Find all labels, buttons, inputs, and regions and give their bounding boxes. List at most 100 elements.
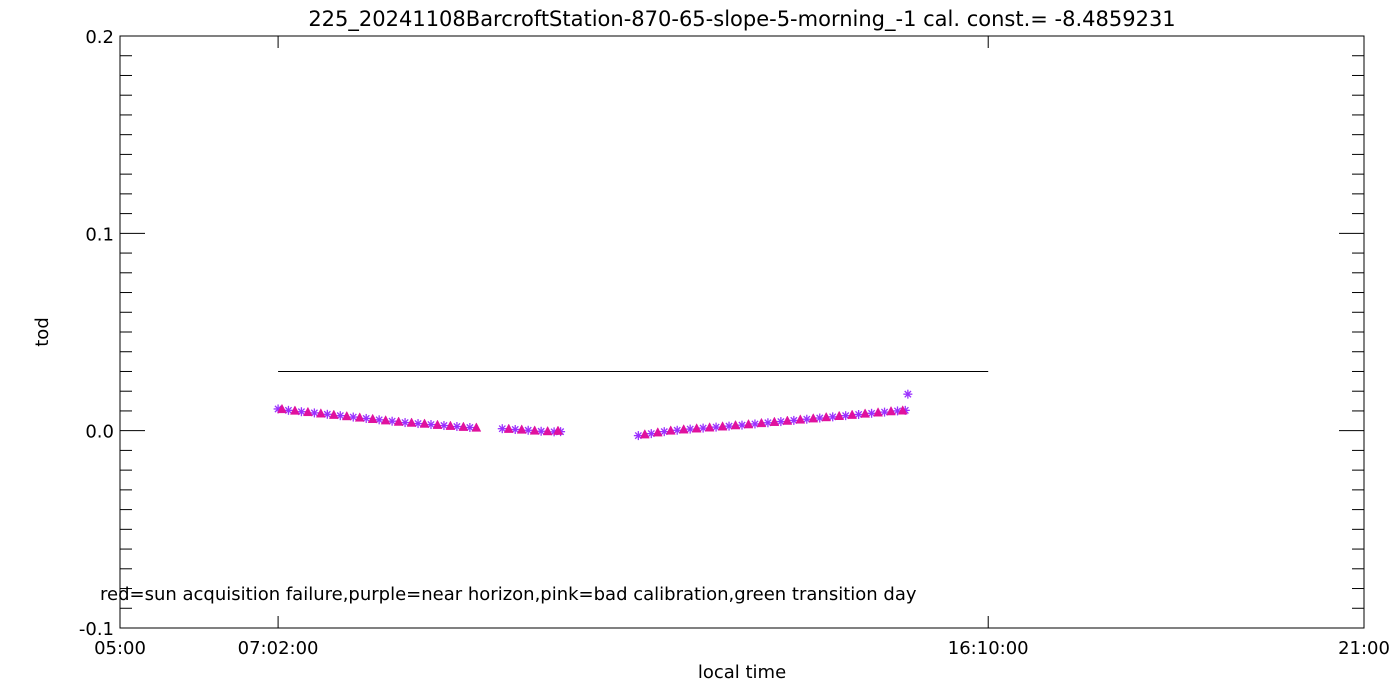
color-legend-note: red=sun acquisition failure,purple=near … [100, 584, 917, 605]
data-point-asterisk [737, 420, 747, 430]
asterisk-stroke [537, 427, 545, 435]
data-point-triangle [341, 410, 352, 421]
data-point-asterisk [523, 425, 533, 435]
data-point-triangle [516, 424, 527, 434]
data-point-triangle [873, 407, 883, 417]
asterisk-stroke [855, 410, 863, 419]
asterisk-stroke [867, 409, 876, 417]
asterisk-stroke [336, 412, 344, 420]
data-point-asterisk [309, 408, 319, 418]
data-point-triangle [704, 422, 715, 432]
data-point-asterisk [903, 389, 913, 399]
data-point-asterisk [426, 420, 436, 430]
x-tick-label: 16:10:00 [948, 638, 1029, 659]
data-point-asterisk [750, 419, 760, 429]
asterisk-stroke [816, 414, 824, 422]
data-point-asterisk [854, 409, 864, 419]
data-point-triangle [406, 417, 417, 427]
data-point-triangle [432, 419, 443, 429]
data-point-asterisk [867, 408, 877, 418]
y-tick-label: 0.2 [85, 27, 114, 48]
data-point-triangle [315, 408, 326, 418]
y-tick-label: 0.1 [85, 224, 114, 245]
x-axis-ticks: 05:00 07:02:00 16:10:00 21:00 [94, 36, 1390, 659]
asterisk-stroke [686, 425, 694, 433]
data-point-triangle [691, 423, 702, 433]
data-point-asterisk [763, 418, 773, 428]
asterisk-stroke [751, 420, 759, 428]
data-point-asterisk [880, 407, 890, 417]
data-point-triangle [730, 420, 741, 430]
data-point-asterisk [465, 423, 475, 433]
data-point-asterisk [452, 422, 462, 432]
asterisk-stroke [310, 409, 318, 417]
data-point-triangle [458, 421, 469, 431]
y-tick-label: 0.0 [85, 422, 114, 443]
data-point-triangle [678, 424, 689, 434]
x-axis-label: local time [698, 662, 786, 683]
data-point-triangle [639, 429, 650, 439]
asterisk-stroke [725, 422, 733, 430]
asterisk-stroke [388, 417, 396, 425]
asterisk-stroke [466, 423, 474, 432]
data-point-triangle [847, 409, 858, 419]
x-tick-label: 05:00 [94, 638, 146, 659]
asterisk-stroke [414, 419, 422, 428]
asterisk-stroke [712, 423, 720, 431]
data-point-asterisk [335, 411, 345, 421]
data-point-triangle [328, 409, 339, 419]
asterisk-stroke [803, 415, 811, 423]
asterisk-stroke [699, 424, 707, 432]
data-point-triangle [743, 419, 754, 429]
data-point-triangle [821, 411, 832, 422]
data-point-asterisk [374, 415, 384, 425]
data-point-triangle [897, 405, 908, 415]
data-point-triangle [769, 416, 780, 426]
data-point-triangle [503, 423, 514, 433]
data-point-triangle [782, 415, 793, 425]
asterisk-stroke [524, 426, 532, 434]
asterisk-stroke [511, 425, 519, 434]
asterisk-stroke [427, 420, 435, 429]
asterisk-stroke [498, 425, 506, 433]
data-point-asterisk [348, 412, 358, 422]
y-axis-ticks: -0.1 0.0 0.1 0.2 [79, 27, 1364, 640]
data-point-asterisk [439, 421, 449, 431]
asterisk-stroke [904, 390, 912, 398]
x-tick-label: 21:00 [1338, 638, 1390, 659]
asterisk-stroke [274, 405, 282, 413]
x-tick-label: 07:02:00 [238, 638, 319, 659]
asterisk-stroke [764, 419, 772, 427]
data-point-asterisk [828, 412, 838, 422]
data-points [273, 389, 913, 441]
data-point-asterisk [510, 424, 520, 434]
data-point-asterisk [685, 424, 695, 434]
data-point-triangle [717, 421, 728, 431]
data-point-triangle [665, 425, 676, 435]
asterisk-stroke [323, 410, 331, 418]
data-point-asterisk [776, 417, 786, 427]
data-point-asterisk [497, 424, 507, 434]
data-point-asterisk [802, 414, 812, 424]
data-point-triangle [471, 422, 482, 432]
data-point-triangle [860, 408, 871, 418]
data-point-asterisk [536, 426, 546, 436]
asterisk-stroke [349, 413, 357, 421]
data-point-asterisk [815, 413, 825, 423]
asterisk-stroke [673, 426, 681, 434]
asterisk-stroke [660, 428, 668, 436]
data-point-asterisk [672, 425, 682, 435]
asterisk-stroke [401, 418, 409, 427]
data-point-triangle [756, 417, 767, 428]
asterisk-stroke [842, 412, 850, 420]
asterisk-stroke [440, 421, 448, 430]
data-point-asterisk [711, 422, 721, 432]
data-point-triangle [302, 406, 313, 417]
asterisk-stroke [880, 408, 889, 416]
data-point-asterisk [789, 415, 799, 425]
data-point-asterisk [400, 418, 410, 428]
asterisk-stroke [647, 430, 655, 438]
data-point-triangle [808, 413, 819, 423]
asterisk-stroke [362, 414, 370, 423]
